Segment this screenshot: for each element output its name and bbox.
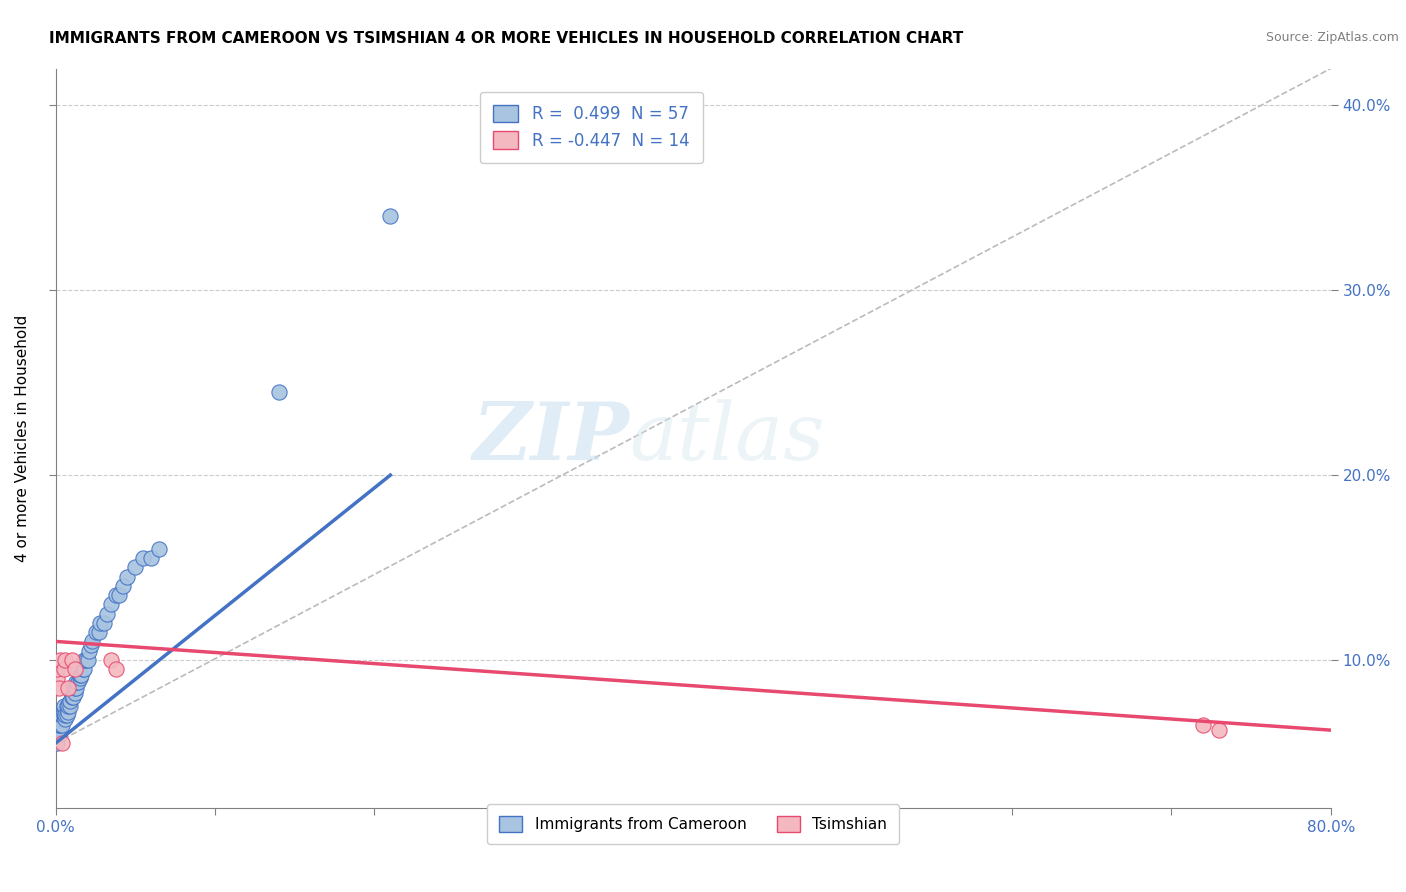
Point [63,662,86,676]
Point [46,736,69,750]
Point [141,551,163,566]
Text: ZIP: ZIP [472,400,630,477]
Point [105,662,128,676]
Text: IMMIGRANTS FROM CAMEROON VS TSIMSHIAN 4 OR MORE VEHICLES IN HOUSEHOLD CORRELATIO: IMMIGRANTS FROM CAMEROON VS TSIMSHIAN 4 … [49,31,963,46]
Point [59,693,82,707]
Point [51,717,73,731]
Point [56,708,79,723]
Point [52,699,75,714]
Point [46,672,69,686]
Point [62,690,84,704]
Point [60,653,83,667]
Point [1208,723,1230,738]
Point [73,653,96,667]
Point [80,638,103,652]
Point [48,681,70,695]
Point [82,634,104,648]
Point [53,653,76,667]
Point [84,625,107,640]
Point [77,643,100,657]
Point [1192,717,1215,731]
Point [53,712,76,726]
Point [100,598,122,612]
Point [96,607,118,621]
Point [46,662,69,676]
Point [58,681,80,695]
Point [100,653,122,667]
Point [132,551,155,566]
Point [46,717,69,731]
Point [60,686,83,700]
Point [267,384,290,399]
Point [51,736,73,750]
Point [63,686,86,700]
Point [70,667,93,681]
Point [75,653,97,667]
Point [53,708,76,723]
Point [124,560,146,574]
Point [58,705,80,719]
Point [73,662,96,676]
Point [76,653,98,667]
Point [48,717,70,731]
Point [48,727,70,741]
Point [89,615,111,630]
Legend: Immigrants from Cameroon, Tsimshian: Immigrants from Cameroon, Tsimshian [488,804,900,845]
Point [148,541,170,556]
Point [108,588,131,602]
Text: Source: ZipAtlas.com: Source: ZipAtlas.com [1265,31,1399,45]
Point [46,727,69,741]
Text: atlas: atlas [630,400,825,477]
Point [117,570,139,584]
Point [56,699,79,714]
Point [69,667,91,681]
Point [51,708,73,723]
Point [69,672,91,686]
Point [63,681,86,695]
Y-axis label: 4 or more Vehicles in Household: 4 or more Vehicles in Household [15,315,30,562]
Point [65,675,87,690]
Point [58,699,80,714]
Point [52,662,75,676]
Point [59,699,82,714]
Point [65,681,87,695]
Point [380,210,402,224]
Point [87,625,110,640]
Point [49,717,72,731]
Point [52,708,75,723]
Point [49,653,72,667]
Point [72,662,94,676]
Point [111,579,134,593]
Point [49,708,72,723]
Point [60,690,83,704]
Point [52,705,75,719]
Point [93,615,115,630]
Point [105,588,128,602]
Point [49,712,72,726]
Point [60,681,83,695]
Point [66,675,89,690]
